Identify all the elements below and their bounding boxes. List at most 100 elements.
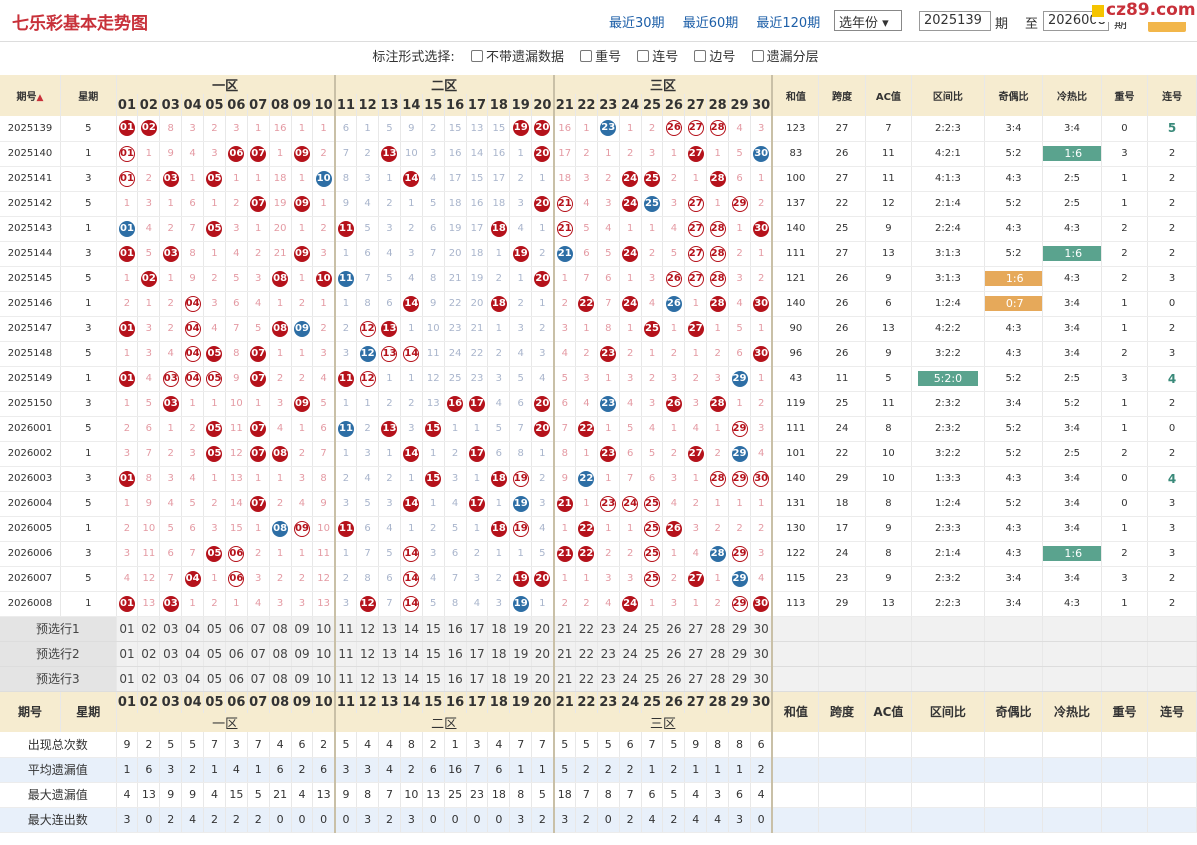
preselect-number[interactable]: 12 bbox=[356, 666, 380, 692]
sort-icon[interactable]: ▲ bbox=[36, 93, 44, 103]
preselect-number[interactable]: 25 bbox=[641, 666, 664, 692]
preselect-number[interactable]: 23 bbox=[597, 641, 620, 667]
preselect-number[interactable]: 08 bbox=[269, 616, 292, 642]
preselect-number[interactable]: 29 bbox=[728, 641, 751, 667]
preselect-number[interactable]: 26 bbox=[662, 616, 686, 642]
preselect-number[interactable]: 30 bbox=[750, 616, 773, 642]
preselect-number[interactable]: 14 bbox=[400, 666, 423, 692]
checkbox-icon[interactable] bbox=[580, 50, 593, 62]
preselect-number[interactable]: 15 bbox=[422, 641, 445, 667]
preselect-number[interactable]: 22 bbox=[575, 641, 598, 667]
preselect-number[interactable]: 10 bbox=[312, 641, 336, 667]
preselect-number[interactable]: 12 bbox=[356, 616, 380, 642]
preselect-number[interactable]: 28 bbox=[706, 641, 730, 667]
preselect-number[interactable]: 21 bbox=[552, 641, 576, 667]
from-period-input[interactable]: 2025139 bbox=[919, 11, 991, 31]
preselect-number[interactable]: 19 bbox=[509, 666, 533, 692]
preselect-number[interactable]: 17 bbox=[466, 666, 489, 692]
preselect-number[interactable]: 26 bbox=[662, 666, 686, 692]
period-header[interactable]: 期号▲ bbox=[0, 75, 62, 116]
preselect-number[interactable]: 06 bbox=[225, 666, 248, 692]
preselect-number[interactable]: 09 bbox=[291, 641, 314, 667]
preselect-number[interactable]: 16 bbox=[444, 616, 467, 642]
preselect-number[interactable]: 22 bbox=[575, 616, 598, 642]
preselect-number[interactable]: 07 bbox=[247, 616, 270, 642]
checkbox-icon[interactable] bbox=[751, 50, 764, 62]
preselect-number[interactable]: 25 bbox=[641, 616, 664, 642]
preselect-number[interactable]: 06 bbox=[225, 641, 248, 667]
preselect-number[interactable]: 29 bbox=[728, 666, 751, 692]
checkbox-icon[interactable] bbox=[694, 50, 707, 62]
preselect-number[interactable]: 15 bbox=[422, 666, 445, 692]
preselect-number[interactable]: 13 bbox=[378, 666, 401, 692]
preselect-number[interactable]: 02 bbox=[137, 666, 161, 692]
preselect-number[interactable]: 04 bbox=[181, 666, 205, 692]
preselect-number[interactable]: 20 bbox=[531, 641, 555, 667]
checkbox-icon[interactable] bbox=[470, 50, 483, 62]
preselect-number[interactable]: 04 bbox=[181, 641, 205, 667]
preselect-number[interactable]: 07 bbox=[247, 641, 270, 667]
preselect-number[interactable]: 04 bbox=[181, 616, 205, 642]
preselect-number[interactable]: 18 bbox=[487, 666, 511, 692]
option-edge[interactable]: 边号 bbox=[694, 44, 735, 72]
preselect-number[interactable]: 23 bbox=[597, 616, 620, 642]
preselect-number[interactable]: 18 bbox=[487, 616, 511, 642]
recent-120-link[interactable]: 最近120期 bbox=[756, 16, 821, 31]
preselect-number[interactable]: 24 bbox=[619, 641, 642, 667]
preselect-number[interactable]: 10 bbox=[312, 616, 336, 642]
preselect-number[interactable]: 03 bbox=[159, 666, 183, 692]
preselect-number[interactable]: 20 bbox=[531, 616, 555, 642]
preselect-number[interactable]: 28 bbox=[706, 616, 730, 642]
preselect-number[interactable]: 11 bbox=[333, 641, 358, 667]
preselect-number[interactable]: 30 bbox=[750, 641, 773, 667]
preselect-number[interactable]: 25 bbox=[641, 641, 664, 667]
preselect-number[interactable]: 08 bbox=[269, 666, 292, 692]
option-no-miss[interactable]: 不带遗漏数据 bbox=[470, 44, 564, 72]
preselect-number[interactable]: 10 bbox=[312, 666, 336, 692]
preselect-number[interactable]: 21 bbox=[552, 666, 576, 692]
preselect-number[interactable]: 27 bbox=[684, 666, 708, 692]
recent-60-link[interactable]: 最近60期 bbox=[682, 16, 739, 31]
preselect-number[interactable]: 11 bbox=[333, 666, 358, 692]
preselect-number[interactable]: 03 bbox=[159, 641, 183, 667]
preselect-number[interactable]: 13 bbox=[378, 616, 401, 642]
preselect-number[interactable]: 01 bbox=[116, 666, 139, 692]
preselect-number[interactable]: 05 bbox=[203, 666, 226, 692]
preselect-number[interactable]: 16 bbox=[444, 641, 467, 667]
preselect-number[interactable]: 14 bbox=[400, 616, 423, 642]
preselect-number[interactable]: 05 bbox=[203, 616, 226, 642]
option-consecutive[interactable]: 连号 bbox=[637, 44, 678, 72]
preselect-number[interactable]: 07 bbox=[247, 666, 270, 692]
preselect-number[interactable]: 16 bbox=[444, 666, 467, 692]
preselect-number[interactable]: 14 bbox=[400, 641, 423, 667]
preselect-number[interactable]: 20 bbox=[531, 666, 555, 692]
preselect-number[interactable]: 18 bbox=[487, 641, 511, 667]
option-repeat[interactable]: 重号 bbox=[580, 44, 621, 72]
preselect-number[interactable]: 11 bbox=[333, 616, 358, 642]
preselect-number[interactable]: 19 bbox=[509, 641, 533, 667]
preselect-number[interactable]: 13 bbox=[378, 641, 401, 667]
preselect-number[interactable]: 01 bbox=[116, 641, 139, 667]
preselect-number[interactable]: 08 bbox=[269, 641, 292, 667]
preselect-number[interactable]: 17 bbox=[466, 616, 489, 642]
preselect-number[interactable]: 27 bbox=[684, 641, 708, 667]
preselect-number[interactable]: 02 bbox=[137, 616, 161, 642]
preselect-number[interactable]: 03 bbox=[159, 616, 183, 642]
preselect-number[interactable]: 01 bbox=[116, 616, 139, 642]
preselect-number[interactable]: 15 bbox=[422, 616, 445, 642]
preselect-number[interactable]: 12 bbox=[356, 641, 380, 667]
preselect-number[interactable]: 26 bbox=[662, 641, 686, 667]
preselect-number[interactable]: 23 bbox=[597, 666, 620, 692]
preselect-number[interactable]: 17 bbox=[466, 641, 489, 667]
preselect-number[interactable]: 28 bbox=[706, 666, 730, 692]
preselect-number[interactable]: 09 bbox=[291, 666, 314, 692]
preselect-number[interactable]: 24 bbox=[619, 616, 642, 642]
year-select[interactable]: 选年份 ▾ bbox=[834, 10, 902, 31]
option-layered[interactable]: 遗漏分层 bbox=[751, 44, 819, 72]
preselect-number[interactable]: 30 bbox=[750, 666, 773, 692]
preselect-number[interactable]: 05 bbox=[203, 641, 226, 667]
checkbox-icon[interactable] bbox=[637, 50, 650, 62]
preselect-number[interactable]: 09 bbox=[291, 616, 314, 642]
preselect-number[interactable]: 22 bbox=[575, 666, 598, 692]
preselect-number[interactable]: 29 bbox=[728, 616, 751, 642]
